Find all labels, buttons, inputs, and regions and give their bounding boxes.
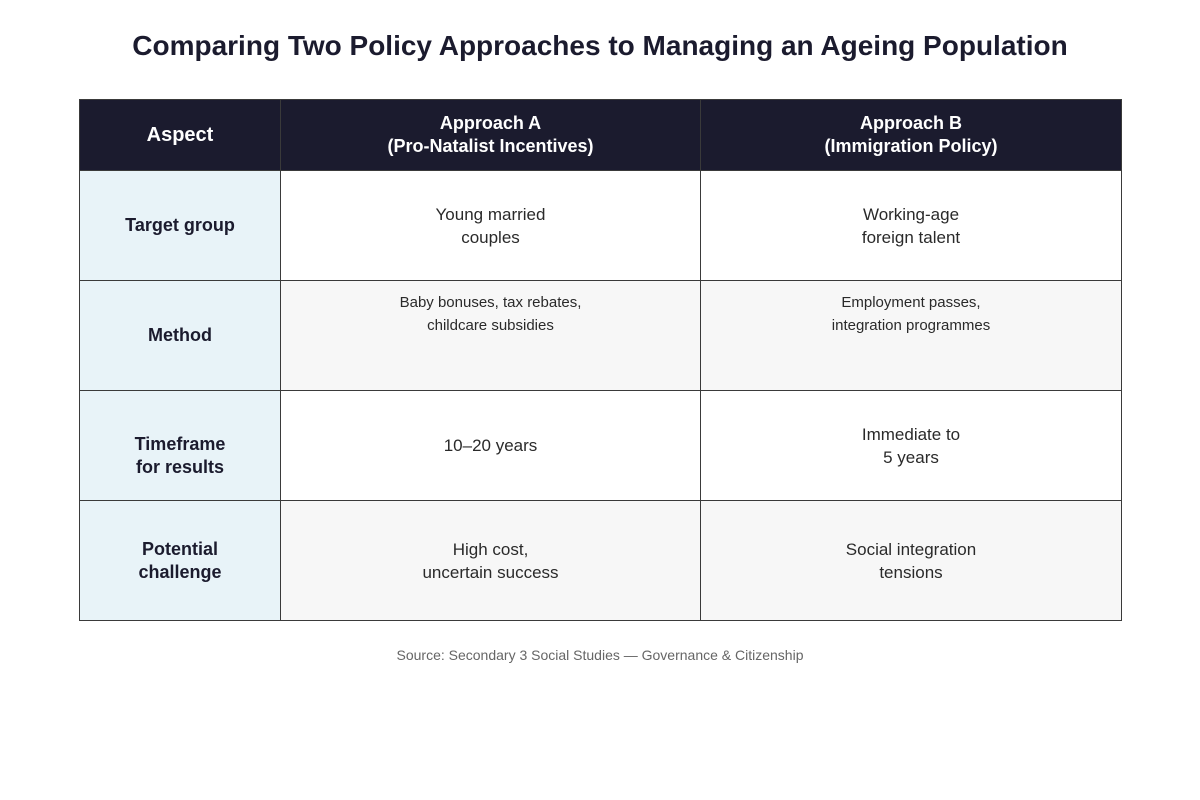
row-approach-b-value: Employment passes, integration programme…	[700, 280, 1122, 391]
header-aspect: Aspect	[79, 99, 281, 171]
row-aspect-label: Potential challenge	[79, 500, 281, 621]
row-approach-b-value: Social integration tensions	[700, 500, 1122, 621]
table-row: Method Baby bonuses, tax rebates, childc…	[79, 280, 1122, 391]
row-approach-a-value: 10–20 years	[280, 390, 701, 501]
row-aspect-label: Method	[79, 280, 281, 391]
table-row: Timeframe for results 10–20 years Immedi…	[79, 390, 1122, 501]
row-approach-a-value: Young married couples	[280, 170, 701, 281]
comparison-table: Aspect Approach A (Pro-Natalist Incentiv…	[79, 99, 1122, 621]
row-aspect-label: Target group	[79, 170, 281, 281]
row-approach-b-value: Immediate to 5 years	[700, 390, 1122, 501]
row-approach-a-value: High cost, uncertain success	[280, 500, 701, 621]
source-note: Source: Secondary 3 Social Studies — Gov…	[396, 647, 804, 663]
row-aspect-text: Timeframe for results	[134, 433, 226, 477]
table-row: Potential challenge High cost, uncertain…	[79, 500, 1122, 621]
row-approach-b-text: Employment passes, integration programme…	[831, 293, 991, 334]
header-approach-b: Approach B (Immigration Policy)	[700, 99, 1122, 171]
table-header-row: Aspect Approach A (Pro-Natalist Incentiv…	[79, 99, 1122, 171]
row-approach-b-value: Working-age foreign talent	[700, 170, 1122, 281]
row-approach-a-text: Baby bonuses, tax rebates, childcare sub…	[399, 293, 582, 334]
page-title: Comparing Two Policy Approaches to Manag…	[132, 30, 1068, 61]
header-approach-a: Approach A (Pro-Natalist Incentives)	[280, 99, 701, 171]
row-aspect-label: Timeframe for results	[79, 390, 281, 501]
table-row: Target group Young married couples Worki…	[79, 170, 1122, 281]
row-approach-a-value: Baby bonuses, tax rebates, childcare sub…	[280, 280, 701, 391]
